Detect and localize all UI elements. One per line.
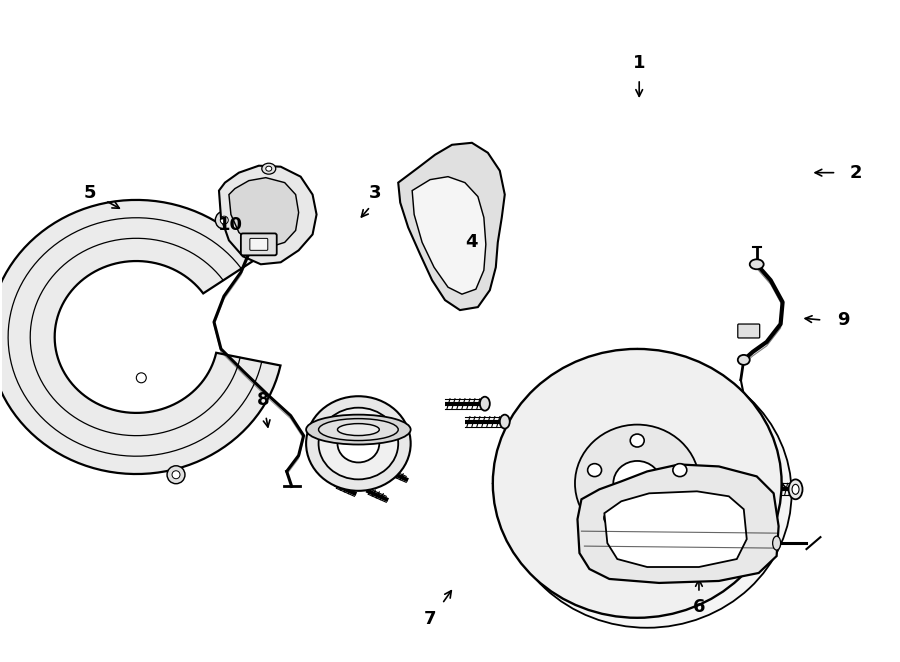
Text: 10: 10 bbox=[219, 216, 243, 234]
Ellipse shape bbox=[306, 397, 410, 491]
Ellipse shape bbox=[630, 434, 644, 447]
FancyBboxPatch shape bbox=[738, 324, 760, 338]
Polygon shape bbox=[229, 177, 299, 248]
Text: 9: 9 bbox=[837, 311, 850, 329]
Ellipse shape bbox=[575, 424, 699, 542]
Ellipse shape bbox=[480, 397, 490, 410]
Ellipse shape bbox=[319, 418, 398, 440]
Ellipse shape bbox=[604, 512, 617, 524]
Circle shape bbox=[172, 471, 180, 479]
Ellipse shape bbox=[772, 536, 780, 550]
Circle shape bbox=[220, 216, 229, 224]
Circle shape bbox=[215, 211, 233, 229]
Polygon shape bbox=[398, 143, 505, 310]
Ellipse shape bbox=[673, 463, 687, 477]
Text: 1: 1 bbox=[633, 54, 645, 72]
Ellipse shape bbox=[262, 164, 275, 174]
Circle shape bbox=[136, 373, 147, 383]
Ellipse shape bbox=[788, 479, 803, 499]
Polygon shape bbox=[0, 200, 281, 474]
Ellipse shape bbox=[750, 260, 764, 269]
Ellipse shape bbox=[503, 359, 792, 628]
Ellipse shape bbox=[338, 424, 379, 463]
Text: 5: 5 bbox=[84, 183, 95, 202]
Text: 8: 8 bbox=[256, 391, 269, 408]
Ellipse shape bbox=[657, 512, 670, 524]
FancyBboxPatch shape bbox=[250, 238, 268, 250]
Polygon shape bbox=[578, 465, 778, 583]
Polygon shape bbox=[219, 166, 317, 264]
Ellipse shape bbox=[493, 349, 781, 618]
Ellipse shape bbox=[266, 166, 272, 171]
Ellipse shape bbox=[500, 414, 509, 428]
Ellipse shape bbox=[738, 355, 750, 365]
Ellipse shape bbox=[319, 408, 398, 479]
Ellipse shape bbox=[792, 485, 799, 495]
Text: 6: 6 bbox=[693, 598, 706, 616]
Ellipse shape bbox=[338, 424, 379, 436]
Polygon shape bbox=[604, 491, 747, 567]
Ellipse shape bbox=[306, 414, 410, 444]
Text: 4: 4 bbox=[465, 234, 478, 252]
Text: 7: 7 bbox=[424, 610, 436, 628]
Circle shape bbox=[167, 466, 185, 484]
Polygon shape bbox=[412, 177, 486, 294]
FancyBboxPatch shape bbox=[241, 234, 276, 256]
Ellipse shape bbox=[613, 461, 662, 506]
Text: 3: 3 bbox=[369, 183, 382, 202]
Ellipse shape bbox=[588, 463, 601, 477]
Text: 2: 2 bbox=[850, 164, 862, 181]
